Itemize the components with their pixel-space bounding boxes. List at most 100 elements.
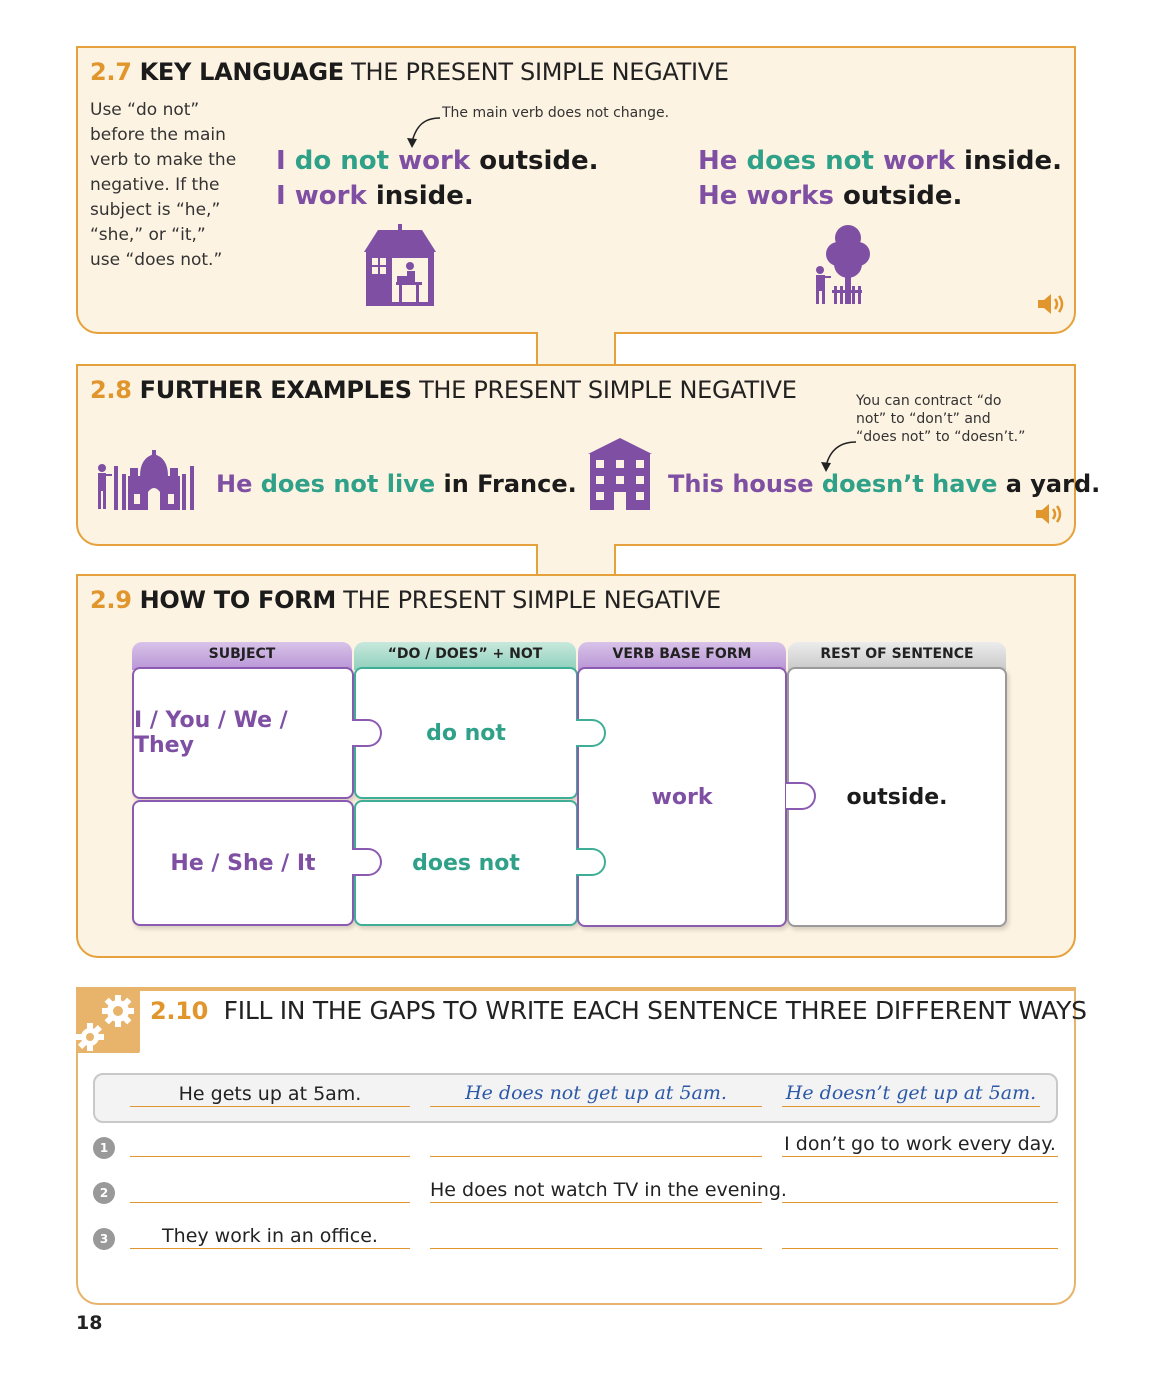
row2-line-c[interactable] bbox=[782, 1202, 1058, 1203]
cell-do-not: do not bbox=[354, 667, 578, 799]
page-number: 18 bbox=[76, 1312, 103, 1334]
subject: He bbox=[216, 470, 253, 498]
row2-line-b bbox=[430, 1202, 762, 1203]
cell-subject-plural: I / You / We / They bbox=[132, 667, 354, 799]
section-2-10-panel bbox=[76, 987, 1076, 1305]
example-taj-sentence: He does not live in France. bbox=[216, 467, 577, 502]
rest-text: outside. bbox=[846, 784, 948, 810]
answer-line bbox=[782, 1106, 1040, 1107]
row1-line-c bbox=[782, 1156, 1058, 1157]
header-subject: SUBJECT bbox=[132, 642, 352, 670]
negative-verb: doesn’t have bbox=[821, 470, 998, 498]
section-2-7-panel: 2.7 KEY LANGUAGE THE PRESENT SIMPLE NEGAT… bbox=[76, 46, 1076, 334]
section-subtitle: THE PRESENT SIMPLE NEGATIVE bbox=[351, 58, 729, 86]
answer-line bbox=[430, 1106, 762, 1107]
panel-connector bbox=[536, 544, 616, 578]
example-affirmative: He gets up at 5am. bbox=[178, 1083, 362, 1105]
verb: work bbox=[294, 181, 367, 211]
section-title: FILL IN THE GAPS TO WRITE EACH SENTENCE … bbox=[223, 996, 1087, 1025]
example-left-line1: I do not work outside. bbox=[276, 144, 599, 179]
puzzle-tab bbox=[576, 848, 606, 876]
intro-line: negative. If the bbox=[90, 175, 220, 195]
cell-rest: outside. bbox=[787, 667, 1007, 927]
row1-line-a[interactable] bbox=[130, 1156, 410, 1157]
section-2-8-heading: 2.8 FURTHER EXAMPLES THE PRESENT SIMPLE N… bbox=[90, 376, 797, 404]
header-verb-base-form: VERB BASE FORM bbox=[578, 642, 786, 670]
intro-line: verb to make the bbox=[90, 150, 237, 170]
does-not-text: does not bbox=[412, 850, 520, 876]
subject-singular-text: He / She / It bbox=[170, 850, 316, 876]
puzzle-tab bbox=[576, 719, 606, 747]
cell-subject-singular: He / She / It bbox=[132, 800, 354, 926]
row3-given-a: They work in an office. bbox=[162, 1225, 378, 1247]
row-number-badge: 3 bbox=[93, 1228, 115, 1250]
rest: outside. bbox=[843, 181, 963, 211]
cell-verb: work bbox=[577, 667, 787, 927]
row3-line-a bbox=[130, 1248, 410, 1249]
row3-line-c[interactable] bbox=[782, 1248, 1058, 1249]
row2-given-b: He does not watch TV in the evening. bbox=[430, 1179, 787, 1201]
example-left-line2: I work inside. bbox=[276, 179, 474, 214]
subject: This house bbox=[668, 470, 814, 498]
verb-text: work bbox=[651, 784, 713, 810]
subject: He bbox=[698, 181, 738, 211]
example-house-sentence: This house doesn’t have a yard. bbox=[668, 467, 1100, 502]
intro-text: Use “do not” before the main verb to mak… bbox=[90, 98, 236, 273]
section-key: HOW TO FORM bbox=[139, 586, 337, 614]
row2-line-a[interactable] bbox=[130, 1202, 410, 1203]
section-number: 2.8 bbox=[90, 376, 132, 404]
example-full-negative: He does not get up at 5am. bbox=[465, 1082, 727, 1104]
row-number-badge: 2 bbox=[93, 1182, 115, 1204]
puzzle-tab bbox=[786, 782, 816, 810]
answer-line bbox=[130, 1106, 410, 1107]
example-right-line2: He works outside. bbox=[698, 179, 962, 214]
callout-line: not” to “don’t” and bbox=[856, 411, 991, 427]
row1-given-c: I don’t go to work every day. bbox=[784, 1133, 1056, 1155]
rest: a yard. bbox=[1005, 470, 1101, 498]
rest: outside. bbox=[479, 146, 599, 176]
main-verb-callout: The main verb does not change. bbox=[442, 105, 670, 121]
example-right-line1: He does not work inside. bbox=[698, 144, 1062, 179]
section-key: KEY LANGUAGE bbox=[139, 58, 345, 86]
cell-does-not: does not bbox=[354, 800, 578, 926]
row1-line-b[interactable] bbox=[430, 1156, 762, 1157]
section-subtitle: THE PRESENT SIMPLE NEGATIVE bbox=[419, 376, 797, 404]
row-number-badge: 1 bbox=[93, 1137, 115, 1159]
do-not-text: do not bbox=[426, 720, 506, 746]
verb: works bbox=[746, 181, 834, 211]
subject: He bbox=[698, 146, 738, 176]
house-office-icon bbox=[364, 224, 436, 306]
rest: inside. bbox=[375, 181, 474, 211]
header-rest-of-sentence: REST OF SENTENCE bbox=[788, 642, 1006, 670]
section-2-8-panel: 2.8 FURTHER EXAMPLES THE PRESENT SIMPLE N… bbox=[76, 364, 1100, 546]
intro-line: Use “do not” bbox=[90, 100, 200, 120]
callout-arrow-icon bbox=[407, 117, 441, 148]
speaker-icon[interactable] bbox=[1036, 292, 1066, 316]
section-number: 2.9 bbox=[90, 586, 132, 614]
callout-arrow-icon bbox=[821, 441, 857, 472]
contraction-callout: You can contract “do not” to “don’t” and… bbox=[856, 392, 1025, 446]
panel-connector bbox=[536, 332, 616, 368]
speaker-icon[interactable] bbox=[1034, 502, 1064, 526]
verb: work bbox=[398, 146, 471, 176]
section-number: 2.7 bbox=[90, 58, 132, 86]
callout-line: “does not” to “doesn’t.” bbox=[856, 429, 1026, 445]
gears-icon bbox=[76, 989, 140, 1053]
example-contracted-negative: He doesn’t get up at 5am. bbox=[785, 1082, 1037, 1104]
taj-mahal-icon bbox=[98, 450, 194, 510]
row3-line-b[interactable] bbox=[430, 1248, 762, 1249]
subject-plural-text: I / You / We / They bbox=[134, 708, 288, 758]
gardener-tree-icon bbox=[816, 225, 870, 304]
section-2-10-heading: 2.10 FILL IN THE GAPS TO WRITE EACH SENT… bbox=[150, 996, 1087, 1025]
section-key: FURTHER EXAMPLES bbox=[139, 376, 412, 404]
callout-line: You can contract “do bbox=[856, 393, 1002, 409]
intro-line: subject is “he,” bbox=[90, 200, 221, 220]
subject: I bbox=[276, 181, 286, 211]
example-row-box bbox=[93, 1073, 1058, 1123]
negative: do not bbox=[294, 146, 390, 176]
intro-line: use “does not.” bbox=[90, 250, 223, 270]
rest: inside. bbox=[964, 146, 1062, 176]
negative: does not bbox=[746, 146, 874, 176]
puzzle-tab bbox=[352, 719, 382, 747]
section-2-9-heading: 2.9 HOW TO FORM THE PRESENT SIMPLE NEGATI… bbox=[90, 586, 721, 614]
